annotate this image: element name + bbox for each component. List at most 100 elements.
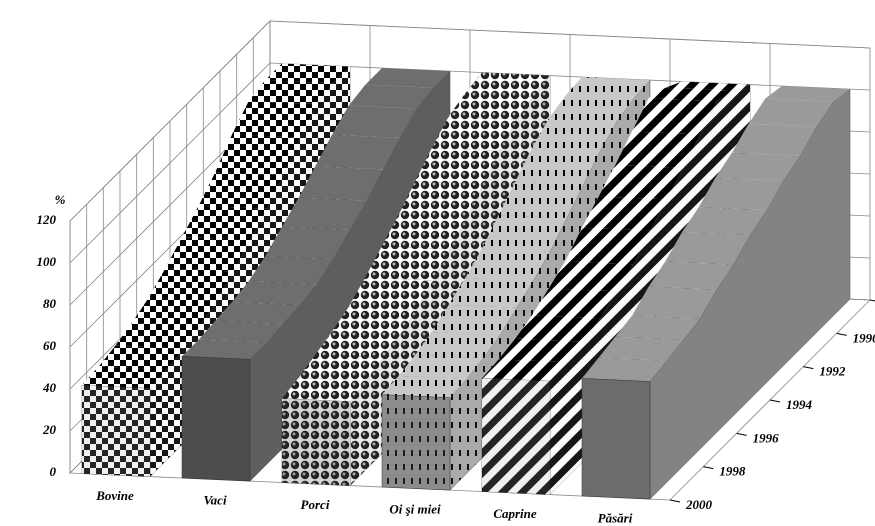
ribbon-top-pattern xyxy=(332,105,417,138)
ribbon-top-pattern xyxy=(615,315,700,340)
ribbon-top-pattern xyxy=(548,95,634,122)
ribbon-front-pattern xyxy=(182,356,250,482)
ribbon-top-pattern xyxy=(665,81,750,91)
ribbon-top-pattern xyxy=(732,123,817,156)
ribbon-top-pattern xyxy=(282,377,367,402)
x-tick xyxy=(836,332,847,336)
category-label: Oi şi miei xyxy=(389,502,441,517)
ribbon-top-pattern xyxy=(182,205,267,241)
ribbon-top-pattern xyxy=(132,297,217,326)
x-tick xyxy=(869,299,875,302)
ribbon-top-pattern xyxy=(315,134,400,170)
y-tick-label: 40 xyxy=(42,380,57,395)
ribbon-front-pattern xyxy=(482,378,550,495)
ribbon-top-pattern xyxy=(198,172,284,209)
ribbon-top-pattern xyxy=(582,196,667,231)
ribbon-front-pattern xyxy=(282,398,350,486)
ribbon-top-pattern xyxy=(515,315,600,342)
ribbon-top-pattern xyxy=(198,320,284,343)
series-ribbon xyxy=(581,86,851,500)
y-tick-label: 100 xyxy=(37,254,57,269)
ribbon-top-pattern xyxy=(298,166,384,201)
ribbon-top-pattern xyxy=(498,338,584,363)
ribbon-top-pattern xyxy=(465,72,550,97)
ribbon-top-pattern xyxy=(648,87,734,102)
ribbon-top-pattern xyxy=(382,375,467,398)
labels: 020406080100120%198819901992199419961998… xyxy=(37,192,875,526)
x-tick-label: 1996 xyxy=(753,430,780,445)
ribbon-top-pattern xyxy=(348,84,434,109)
ribbon-top-pattern xyxy=(282,197,367,230)
y-tick-label: 60 xyxy=(43,338,57,353)
ribbon-top-pattern xyxy=(682,207,767,236)
ribbon-top-pattern xyxy=(698,177,784,211)
x-tick xyxy=(703,466,714,470)
ribbon-top-pattern xyxy=(248,80,334,105)
ribbon-top-pattern xyxy=(365,68,450,88)
y-tick-label: 0 xyxy=(50,464,57,479)
ribbon-top-pattern xyxy=(715,152,800,181)
ribbon-top-pattern xyxy=(348,277,434,310)
ribbon-top-pattern xyxy=(532,288,617,319)
ribbon-top-pattern xyxy=(448,277,534,308)
ribbon-top-pattern xyxy=(465,248,550,281)
ribbon-top-pattern xyxy=(215,302,300,324)
x-tick-label: 1992 xyxy=(819,364,846,379)
x-tick-label: 1998 xyxy=(719,464,746,479)
ribbon-top-pattern xyxy=(98,345,184,370)
x-tick-label: 1994 xyxy=(786,397,813,412)
ribbon-top-pattern xyxy=(565,77,650,99)
ribbon-top-pattern xyxy=(498,181,584,218)
ribbon-top-pattern xyxy=(415,332,500,359)
x-tick xyxy=(803,366,814,370)
ribbon-top-pattern xyxy=(182,339,267,360)
ribbon-top-pattern xyxy=(165,237,250,272)
series-ribbon xyxy=(381,77,651,491)
ribbon-front-pattern xyxy=(582,378,650,500)
ribbon-top-pattern xyxy=(415,147,500,185)
ribbon-top-pattern xyxy=(232,101,317,138)
category-label: Caprine xyxy=(493,506,537,521)
x-tick xyxy=(769,399,781,403)
ribbon-top-pattern xyxy=(615,131,700,169)
ribbon-top-pattern xyxy=(448,93,534,120)
ribbons xyxy=(81,63,851,500)
category-label: Porci xyxy=(301,497,330,512)
y-tick-label: 120 xyxy=(37,212,57,227)
ribbon-top-pattern xyxy=(82,366,167,389)
ribbon-top-pattern xyxy=(748,98,834,127)
ribbon-top-pattern xyxy=(648,261,734,290)
ribbon-top-pattern xyxy=(398,181,484,218)
ribbon-top-pattern xyxy=(765,86,850,102)
ribbon-top-pattern xyxy=(665,232,750,265)
x-tick-label: 1990 xyxy=(853,330,875,345)
ribbon-top-pattern xyxy=(432,116,517,151)
ribbon-top-pattern xyxy=(632,286,717,319)
ribbon-top-pattern xyxy=(265,226,350,260)
x-tick-label: 2000 xyxy=(685,497,713,512)
category-label: Bovine xyxy=(95,488,134,503)
ribbon-top-pattern xyxy=(515,148,600,185)
x-tick xyxy=(669,499,681,503)
ribbon-top-pattern xyxy=(482,215,567,252)
ribbon-top-pattern xyxy=(382,214,467,250)
category-label: Păsări xyxy=(598,511,633,526)
ribbon-top-pattern xyxy=(332,306,417,335)
ribbon-front-pattern xyxy=(382,394,450,491)
ribbon-top-pattern xyxy=(215,134,300,176)
ribbon-top-pattern xyxy=(398,355,484,379)
ribbon-top-pattern xyxy=(148,268,234,301)
ribbon-top-pattern xyxy=(548,261,634,292)
ribbon-front-pattern xyxy=(82,385,150,477)
ribbon-top-pattern xyxy=(432,304,517,336)
ribbon-top-pattern xyxy=(598,336,684,361)
ribbon-top-pattern xyxy=(365,246,450,281)
ribbon-side-pattern xyxy=(650,89,850,500)
ribbon-top-pattern xyxy=(582,357,667,382)
ribbon-top-pattern xyxy=(265,63,350,84)
y-tick-label: 80 xyxy=(43,296,57,311)
ribbon-top-pattern xyxy=(598,165,684,200)
ribbon-top-pattern xyxy=(482,359,567,382)
y-axis-label: % xyxy=(55,192,66,207)
category-label: Vaci xyxy=(203,493,227,508)
